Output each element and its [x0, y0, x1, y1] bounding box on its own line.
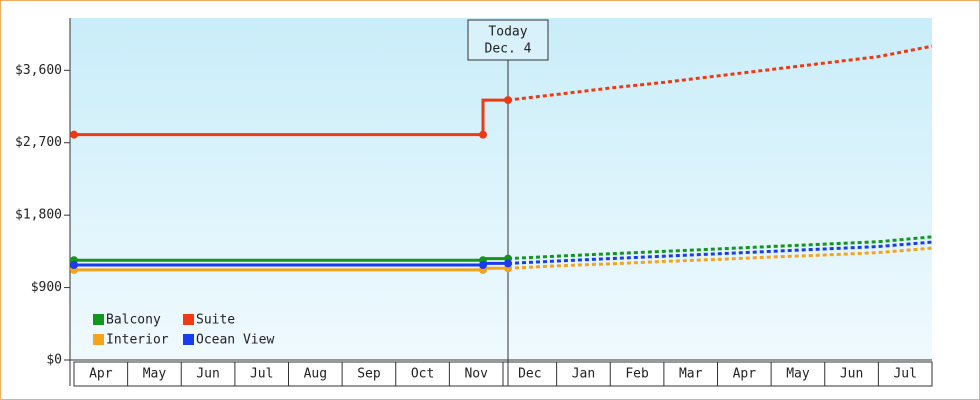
point [70, 261, 78, 270]
legend-label: Balcony [106, 313, 161, 328]
legend-label: Ocean View [196, 333, 274, 348]
x-tick-label: Jul [893, 367, 916, 382]
x-tick-label: Sep [357, 367, 381, 382]
y-tick-label: $2,700 [15, 135, 62, 150]
point [70, 130, 78, 139]
today-label: Dec. 4 [485, 42, 532, 57]
x-tick-label: Oct [411, 367, 434, 382]
x-tick-label: Feb [625, 367, 649, 382]
legend-swatch [183, 334, 194, 345]
y-tick-label: $1,800 [15, 208, 62, 223]
y-tick-label: $900 [31, 280, 62, 295]
forecast-line [507, 240, 933, 265]
series-line [74, 266, 508, 272]
x-tick-label: Jun [196, 367, 219, 382]
y-tick-label: $3,600 [15, 63, 62, 78]
x-tick-label: Apr [89, 367, 113, 382]
series-line [74, 257, 508, 262]
y-tick-label: $0 [46, 353, 62, 368]
series-line [74, 261, 508, 267]
point [479, 130, 487, 139]
x-tick-label: Apr [733, 367, 757, 382]
x-tick-label: Jun [840, 367, 863, 382]
legend-label: Suite [196, 313, 235, 328]
x-tick-label: Nov [464, 367, 488, 382]
series-line [74, 98, 508, 137]
x-tick-label: Mar [679, 367, 703, 382]
point [479, 261, 487, 270]
x-tick-label: Dec [518, 367, 541, 382]
x-tick-label: May [143, 367, 167, 382]
x-tick-label: May [786, 367, 810, 382]
forecast-line [507, 44, 933, 102]
x-tick-label: Aug [304, 367, 327, 382]
x-tick-label: Jul [250, 367, 273, 382]
forecast-line [507, 235, 933, 261]
legend-label: Interior [106, 333, 169, 348]
today-box [467, 19, 549, 61]
plot-area [70, 18, 932, 360]
legend-swatch [93, 314, 104, 325]
today-label: Today [488, 25, 527, 40]
legend-swatch [93, 334, 104, 345]
forecast-line [507, 246, 933, 270]
x-tick-label: Jan [572, 367, 595, 382]
legend-swatch [183, 314, 194, 325]
